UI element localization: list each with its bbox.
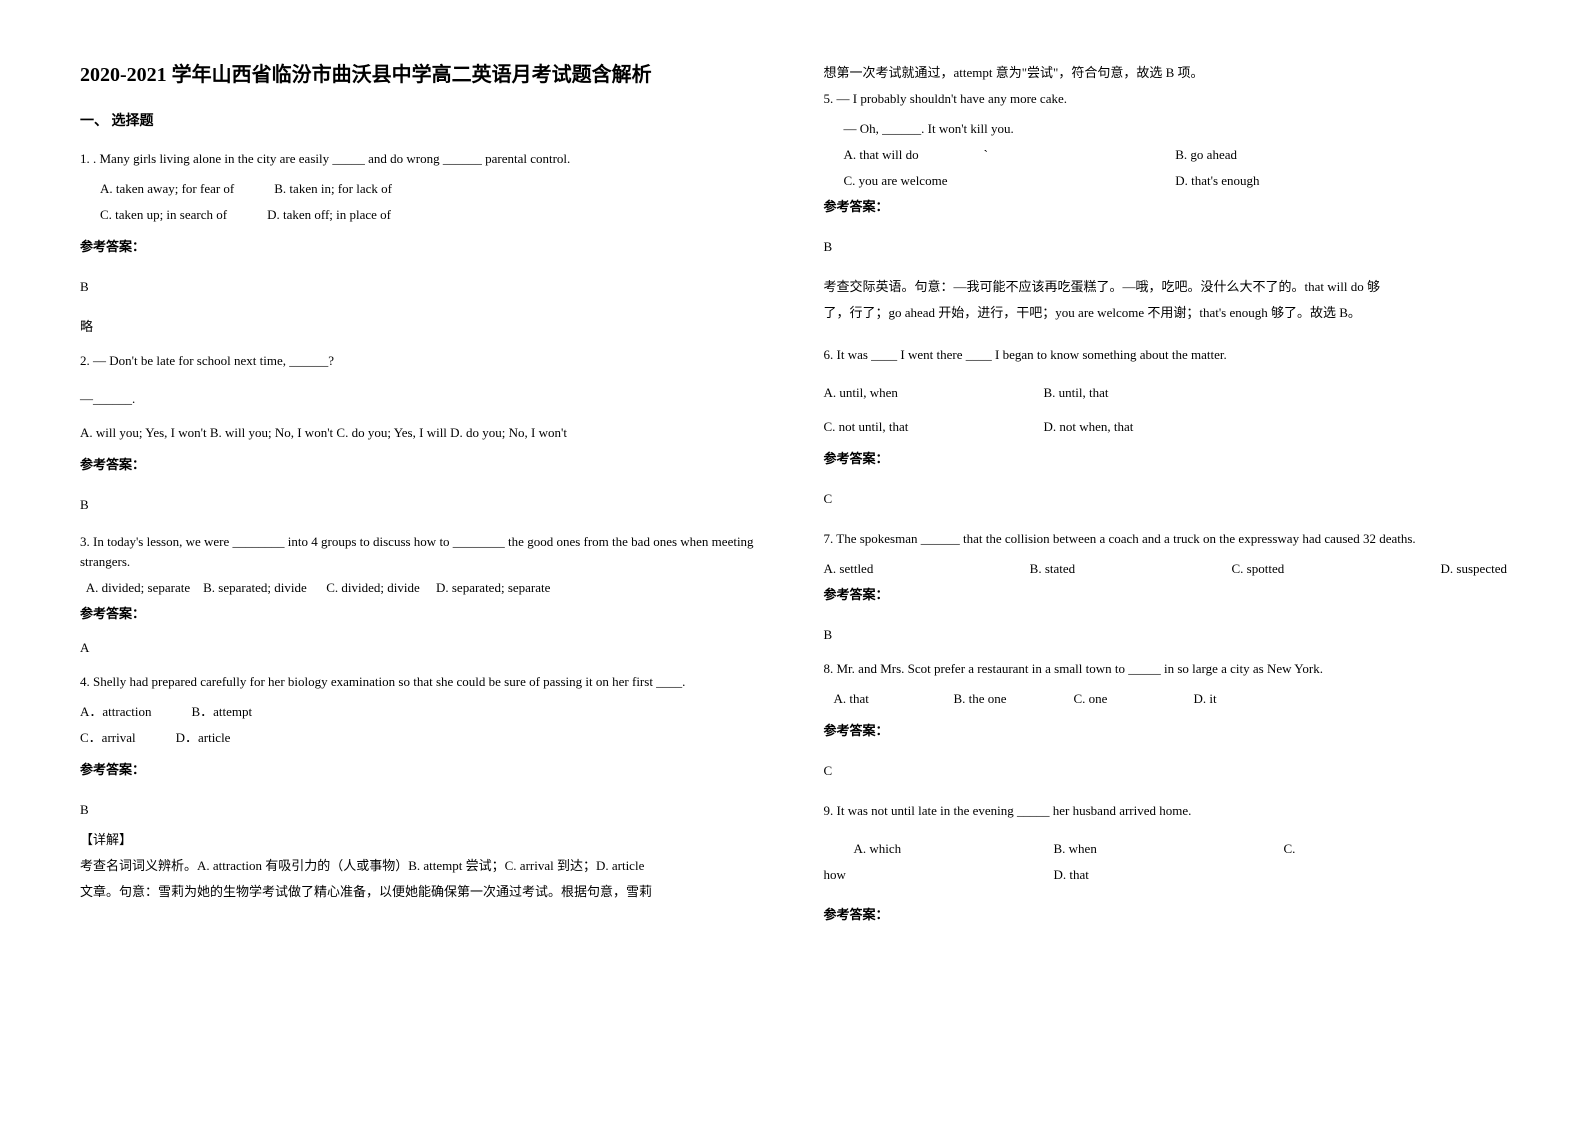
document-title: 2020-2021 学年山西省临汾市曲沃县中学高二英语月考试题含解析: [80, 60, 764, 90]
answer-value: A: [80, 635, 764, 661]
option-b: B．attempt: [191, 699, 252, 725]
options-row: A. that B. the one C. one D. it: [824, 686, 1508, 712]
answer-value: B: [80, 797, 764, 823]
option-d: D. not when, that: [1044, 414, 1134, 440]
option-c: C. not until, that: [824, 414, 1044, 440]
question-stem: 5. — I probably shouldn't have any more …: [824, 86, 1508, 112]
option-d: D. taken off; in place of: [267, 202, 391, 228]
option-c: C.: [1284, 836, 1296, 862]
option-b: B. until, that: [1044, 380, 1109, 406]
question-stem: 8. Mr. and Mrs. Scot prefer a restaurant…: [824, 656, 1508, 682]
explanation-line: 了，行了；go ahead 开始，进行，干吧；you are welcome 不…: [824, 300, 1508, 326]
option-a: A. that will do `: [844, 142, 1176, 168]
question-9: 9. It was not until late in the evening …: [824, 798, 1508, 928]
option-d: D. it: [1194, 686, 1217, 712]
option-d: D．article: [176, 725, 231, 751]
options-row: A. taken away; for fear of B. taken in; …: [80, 176, 764, 202]
detail-label: 【详解】: [80, 827, 764, 853]
option-b: B. the one: [954, 686, 1074, 712]
option-c: C. one: [1074, 686, 1194, 712]
option-a: A．attraction: [80, 699, 151, 725]
options-inline: A. will you; Yes, I won't B. will you; N…: [80, 420, 764, 446]
options-row-2: how D. that: [824, 862, 1508, 888]
answer-label: 参考答案：: [80, 757, 764, 783]
answer-label: 参考答案：: [80, 601, 764, 627]
answer-value: B: [824, 622, 1508, 648]
left-column: 2020-2021 学年山西省临汾市曲沃县中学高二英语月考试题含解析 一、 选择…: [80, 60, 764, 936]
right-column: 想第一次考试就通过，attempt 意为"尝试"，符合句意，故选 B 项。 5.…: [824, 60, 1508, 936]
stray-char: `: [984, 147, 988, 162]
question-stem: 3. In today's lesson, we were ________ i…: [80, 532, 764, 571]
question-7: 7. The spokesman ______ that the collisi…: [824, 526, 1508, 648]
option-d: D. that: [1054, 862, 1089, 888]
question-4: 4. Shelly had prepared carefully for her…: [80, 669, 764, 905]
question-line: —______.: [80, 386, 764, 412]
options-row: C. you are welcome D. that's enough: [824, 168, 1508, 194]
answer-label: 参考答案：: [80, 452, 764, 478]
option-a: A. settled: [824, 556, 874, 582]
option-c: C．arrival: [80, 725, 136, 751]
options-inline: A. divided; separate B. separated; divid…: [80, 575, 764, 601]
answer-label: 参考答案：: [824, 194, 1508, 220]
option-c-cont: how: [824, 862, 1054, 888]
question-stem: 6. It was ____ I went there ____ I began…: [824, 342, 1508, 368]
options-row: C．arrival D．article: [80, 725, 764, 751]
options-row: A．attraction B．attempt: [80, 699, 764, 725]
answer-value: C: [824, 486, 1508, 512]
options-row: A. which B. when C.: [824, 836, 1508, 862]
question-3: 3. In today's lesson, we were ________ i…: [80, 532, 764, 661]
explanation-line: 考查交际英语。句意：—我可能不应该再吃蛋糕了。—哦，吃吧。没什么大不了的。tha…: [824, 274, 1508, 300]
answer-value: C: [824, 758, 1508, 784]
options-row: C. not until, that D. not when, that: [824, 414, 1508, 440]
option-a: A. until, when: [824, 380, 1044, 406]
explanation-line: 考查名词词义辨析。A. attraction 有吸引力的（人或事物）B. att…: [80, 853, 764, 879]
question-stem: 9. It was not until late in the evening …: [824, 798, 1508, 824]
question-1: 1. . Many girls living alone in the city…: [80, 146, 764, 340]
options-row: C. taken up; in search of D. taken off; …: [80, 202, 764, 228]
question-line: — Oh, ______. It won't kill you.: [824, 116, 1508, 142]
question-stem: 1. . Many girls living alone in the city…: [80, 146, 764, 172]
option-a-text: A. that will do: [844, 147, 919, 162]
option-a: A. that: [834, 686, 954, 712]
question-5: 5. — I probably shouldn't have any more …: [824, 86, 1508, 326]
option-b: B. when: [1054, 836, 1284, 862]
answer-value: B: [80, 274, 764, 300]
option-c: C. spotted: [1231, 556, 1284, 582]
answer-label: 参考答案：: [824, 718, 1508, 744]
option-b: B. taken in; for lack of: [274, 176, 392, 202]
option-a: A. which: [854, 836, 1054, 862]
answer-value: B: [80, 492, 764, 518]
page-container: 2020-2021 学年山西省临汾市曲沃县中学高二英语月考试题含解析 一、 选择…: [80, 60, 1507, 936]
answer-label: 参考答案：: [824, 582, 1508, 608]
options-row: A. settled B. stated C. spotted D. suspe…: [824, 556, 1508, 582]
answer-value: B: [824, 234, 1508, 260]
option-c: C. taken up; in search of: [100, 202, 227, 228]
option-b: B. stated: [1030, 556, 1076, 582]
explanation-line: 文章。句意：雪莉为她的生物学考试做了精心准备，以便她能确保第一次通过考试。根据句…: [80, 879, 764, 905]
answer-label: 参考答案：: [824, 446, 1508, 472]
question-stem: 7. The spokesman ______ that the collisi…: [824, 526, 1508, 552]
answer-label: 参考答案：: [80, 234, 764, 260]
option-b: B. go ahead: [1175, 142, 1507, 168]
option-a: A. taken away; for fear of: [100, 176, 234, 202]
question-6: 6. It was ____ I went there ____ I began…: [824, 342, 1508, 512]
option-c: C. you are welcome: [844, 168, 1176, 194]
question-stem: 4. Shelly had prepared carefully for her…: [80, 669, 764, 695]
q4-continuation: 想第一次考试就通过，attempt 意为"尝试"，符合句意，故选 B 项。: [824, 60, 1508, 86]
explanation-note: 略: [80, 314, 764, 340]
options-row: A. that will do ` B. go ahead: [824, 142, 1508, 168]
options-row: A. until, when B. until, that: [824, 380, 1508, 406]
question-2: 2. — Don't be late for school next time,…: [80, 348, 764, 518]
answer-label: 参考答案：: [824, 902, 1508, 928]
question-8: 8. Mr. and Mrs. Scot prefer a restaurant…: [824, 656, 1508, 784]
question-stem: 2. — Don't be late for school next time,…: [80, 348, 764, 374]
option-d: D. suspected: [1441, 556, 1507, 582]
option-d: D. that's enough: [1175, 168, 1507, 194]
section-heading: 一、 选择题: [80, 110, 764, 130]
